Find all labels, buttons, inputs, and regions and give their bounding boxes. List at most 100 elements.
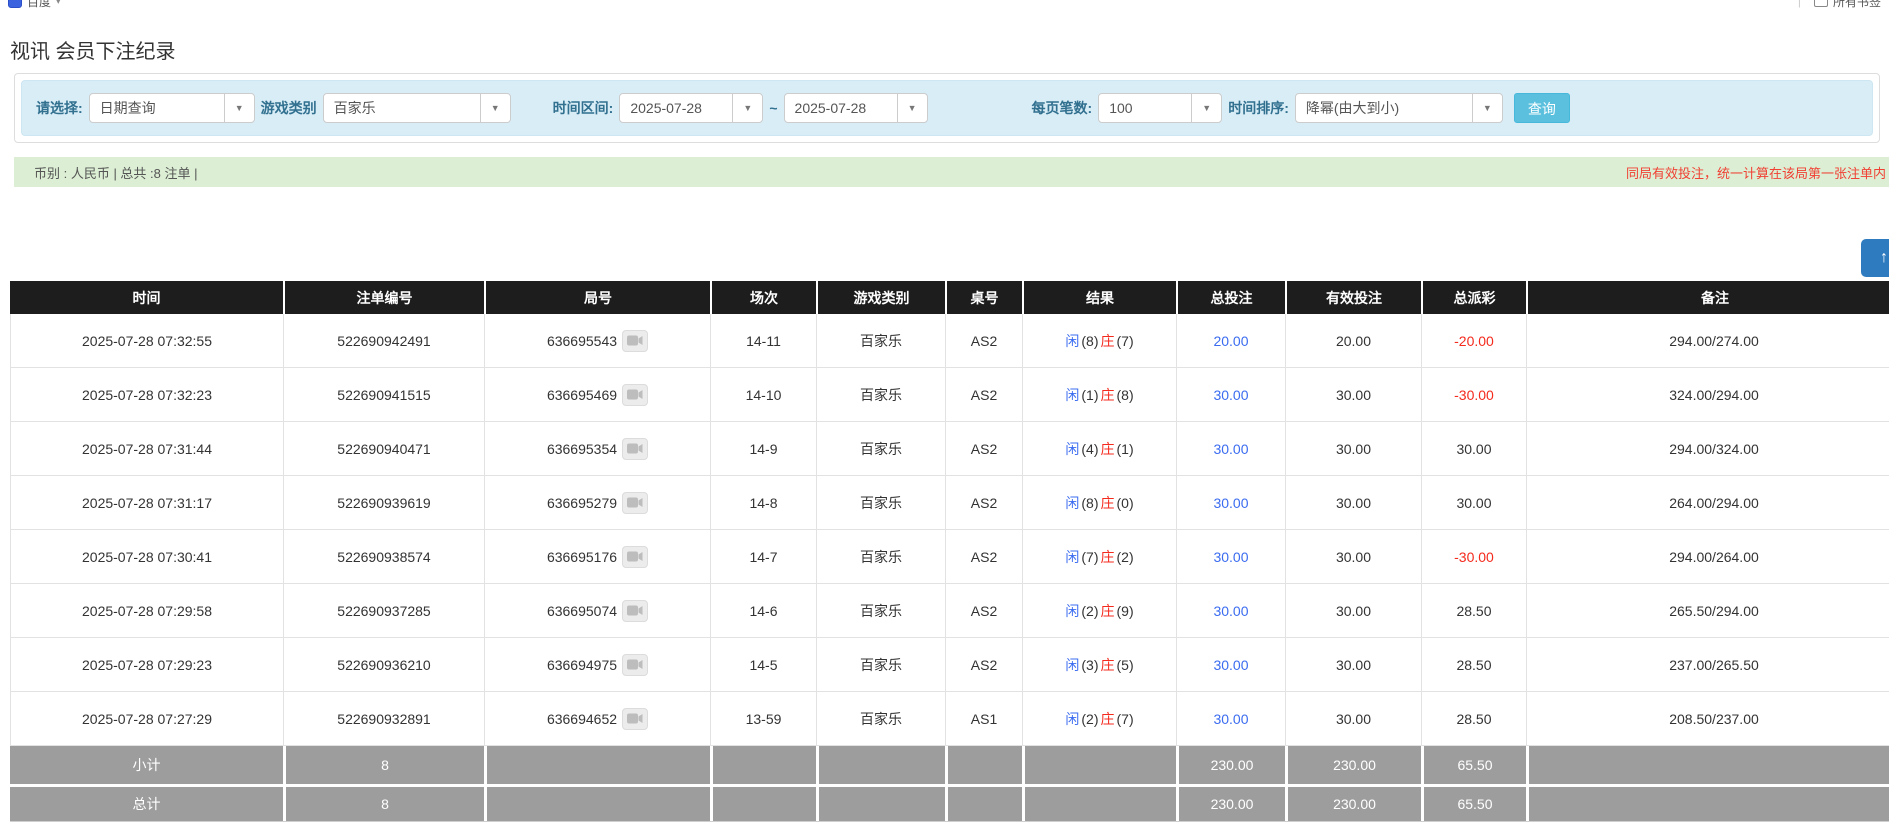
date-to-value: 2025-07-28: [794, 100, 867, 116]
cell-total-bet[interactable]: 30.00: [1176, 638, 1285, 691]
time-range-label: 时间区间:: [552, 100, 614, 116]
table-row: 2025-07-28 07:29:58 522690937285 6366950…: [10, 584, 1889, 638]
video-replay-button[interactable]: [622, 653, 649, 676]
cell-payout: 28.50: [1421, 638, 1526, 691]
cell-total-bet[interactable]: 30.00: [1176, 422, 1285, 475]
camera-icon: [627, 551, 643, 562]
cell-remark: 208.50/237.00: [1526, 692, 1889, 745]
video-replay-button[interactable]: [622, 329, 649, 352]
banker-label: 庄: [1100, 548, 1115, 565]
subtotal-row: 小计 8 230.00 230.00 65.50: [10, 746, 1889, 784]
sort-dropdown[interactable]: 降幂(由大到小) ▼: [1294, 93, 1503, 123]
cell-time: 2025-07-28 07:31:17: [10, 476, 283, 529]
video-replay-button[interactable]: [622, 545, 649, 568]
round-number: 636695469: [546, 386, 618, 403]
video-replay-button[interactable]: [622, 707, 649, 730]
player-score: (2): [1081, 710, 1099, 727]
date-to-dropdown[interactable]: 2025-07-28 ▼: [783, 93, 928, 123]
cell-total-bet[interactable]: 30.00: [1176, 692, 1285, 745]
select-type-label: 请选择:: [36, 100, 83, 116]
range-separator: ~: [769, 100, 778, 116]
table-row: 2025-07-28 07:31:17 522690939619 6366952…: [10, 476, 1889, 530]
up-arrow-icon: ↑: [1880, 249, 1888, 266]
cell-valid-bet: 30.00: [1285, 584, 1421, 637]
camera-icon: [627, 335, 643, 346]
total-valid-bet: 230.00: [1285, 787, 1421, 821]
video-replay-button[interactable]: [622, 491, 649, 514]
cell-game-type: 百家乐: [816, 530, 945, 583]
banker-label: 庄: [1100, 710, 1115, 727]
player-score: (3): [1081, 656, 1099, 673]
per-page-dropdown[interactable]: 100 ▼: [1098, 93, 1223, 123]
cell-round-id: 636694652: [484, 692, 710, 745]
cell-bet-id: 522690942491: [283, 314, 484, 367]
query-type-value: 日期查询: [99, 100, 156, 116]
camera-icon: [627, 443, 643, 454]
date-from-dropdown[interactable]: 2025-07-28 ▼: [619, 93, 764, 123]
per-page-label: 每页笔数:: [1031, 100, 1093, 116]
bookmark-item[interactable]: 百度 ▾: [8, 0, 61, 10]
player-label: 闲: [1065, 440, 1080, 457]
cell-session: 14-8: [710, 476, 816, 529]
subtotal-count: 8: [283, 746, 484, 784]
favicon-icon: [8, 0, 22, 8]
cell-total-bet[interactable]: 30.00: [1176, 530, 1285, 583]
cell-session: 14-7: [710, 530, 816, 583]
game-type-dropdown[interactable]: 百家乐 ▼: [322, 93, 511, 123]
cell-time: 2025-07-28 07:31:44: [10, 422, 283, 475]
video-replay-button[interactable]: [622, 599, 649, 622]
cell-time: 2025-07-28 07:27:29: [10, 692, 283, 745]
camera-icon: [627, 659, 643, 670]
cell-payout: -30.00: [1421, 530, 1526, 583]
banker-score: (8): [1116, 386, 1134, 403]
cell-remark: 237.00/265.50: [1526, 638, 1889, 691]
cell-total-bet[interactable]: 20.00: [1176, 314, 1285, 367]
cell-table-no: AS2: [945, 638, 1022, 691]
banker-score: (9): [1116, 602, 1134, 619]
cell-valid-bet: 30.00: [1285, 692, 1421, 745]
cell-time: 2025-07-28 07:29:58: [10, 584, 283, 637]
banker-label: 庄: [1100, 440, 1115, 457]
chevron-down-icon: ▼: [896, 94, 927, 122]
cell-table-no: AS2: [945, 314, 1022, 367]
search-button[interactable]: 查询: [1513, 93, 1570, 123]
cell-table-no: AS1: [945, 692, 1022, 745]
table-row: 2025-07-28 07:30:41 522690938574 6366951…: [10, 530, 1889, 584]
video-replay-button[interactable]: [622, 383, 649, 406]
round-number: 636695074: [546, 602, 618, 619]
cell-game-type: 百家乐: [816, 584, 945, 637]
query-type-dropdown[interactable]: 日期查询 ▼: [88, 93, 255, 123]
cell-game-type: 百家乐: [816, 692, 945, 745]
cell-total-bet[interactable]: 30.00: [1176, 584, 1285, 637]
player-label: 闲: [1065, 494, 1080, 511]
cell-result: 闲 (2) 庄 (7): [1022, 692, 1176, 745]
currency-summary-text: 币别 : 人民币 | 总共 :8 注单 |: [34, 165, 198, 181]
cell-total-bet[interactable]: 30.00: [1176, 476, 1285, 529]
round-number: 636695176: [546, 548, 618, 565]
cell-game-type: 百家乐: [816, 476, 945, 529]
subtotal-label: 小计: [132, 757, 161, 773]
filter-panel: 请选择: 日期查询 ▼ 游戏类别 百家乐 ▼ 时间区间: 2025-07-28 …: [14, 73, 1880, 143]
cell-total-bet[interactable]: 30.00: [1176, 368, 1285, 421]
cell-valid-bet: 30.00: [1285, 530, 1421, 583]
player-score: (2): [1081, 602, 1099, 619]
chevron-down-icon: ▼: [223, 94, 254, 122]
player-score: (8): [1081, 494, 1099, 511]
table-row: 2025-07-28 07:32:55 522690942491 6366955…: [10, 314, 1889, 368]
player-score: (1): [1081, 386, 1099, 403]
cell-payout: 28.50: [1421, 692, 1526, 745]
video-replay-button[interactable]: [622, 437, 649, 460]
cell-remark: 294.00/324.00: [1526, 422, 1889, 475]
bookmarks-folder-icon: [1813, 0, 1828, 7]
player-score: (4): [1081, 440, 1099, 457]
top-right-action-button[interactable]: ↑: [1861, 239, 1889, 277]
camera-icon: [627, 389, 643, 400]
date-from-value: 2025-07-28: [630, 100, 702, 116]
all-bookmarks-item[interactable]: | 所有书签: [1798, 0, 1881, 10]
player-label: 闲: [1065, 602, 1080, 619]
chevron-down-icon: ▼: [732, 94, 762, 122]
subtotal-payout: 65.50: [1421, 746, 1526, 784]
banker-score: (0): [1116, 494, 1134, 511]
game-type-value: 百家乐: [333, 100, 376, 116]
cell-payout: 28.50: [1421, 584, 1526, 637]
